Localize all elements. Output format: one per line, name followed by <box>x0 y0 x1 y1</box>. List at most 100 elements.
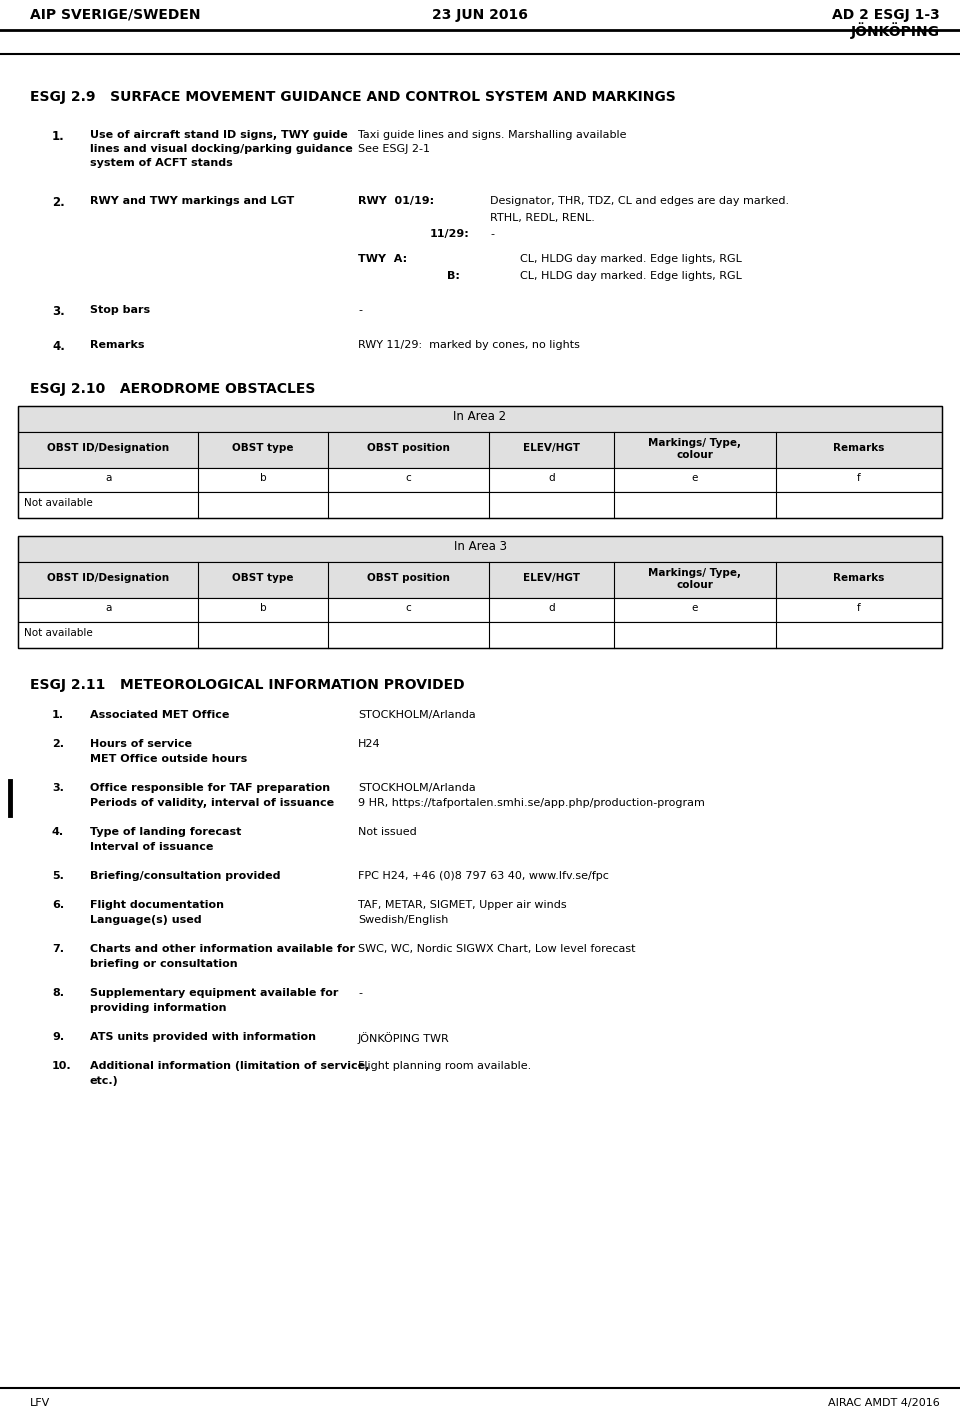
Text: Markings/ Type,: Markings/ Type, <box>648 568 741 578</box>
Text: OBST position: OBST position <box>367 573 450 583</box>
Text: Supplementary equipment available for: Supplementary equipment available for <box>90 988 338 998</box>
Text: Stop bars: Stop bars <box>90 305 150 315</box>
Text: Language(s) used: Language(s) used <box>90 915 202 925</box>
Text: LFV: LFV <box>30 1398 50 1408</box>
Text: c: c <box>405 473 411 483</box>
Text: CL, HLDG day marked. Edge lights, RGL: CL, HLDG day marked. Edge lights, RGL <box>520 254 742 264</box>
Text: 4.: 4. <box>52 827 64 837</box>
Text: OBST type: OBST type <box>232 443 294 453</box>
Text: Charts and other information available for: Charts and other information available f… <box>90 945 355 955</box>
Text: 4.: 4. <box>52 340 65 353</box>
Text: CL, HLDG day marked. Edge lights, RGL: CL, HLDG day marked. Edge lights, RGL <box>520 271 742 281</box>
Text: 9.: 9. <box>52 1032 64 1042</box>
Text: OBST position: OBST position <box>367 443 450 453</box>
Text: -: - <box>490 229 494 239</box>
Text: See ESGJ 2-1: See ESGJ 2-1 <box>358 144 430 154</box>
Text: a: a <box>105 473 111 483</box>
Bar <box>18 623 942 648</box>
Text: AIP SVERIGE/SWEDEN: AIP SVERIGE/SWEDEN <box>30 8 201 23</box>
Text: H24: H24 <box>358 738 380 748</box>
Text: Not issued: Not issued <box>358 827 417 837</box>
Text: Remarks: Remarks <box>90 340 145 350</box>
Text: -: - <box>358 988 362 998</box>
Text: colour: colour <box>677 580 713 590</box>
Text: Designator, THR, TDZ, CL and edges are day marked.: Designator, THR, TDZ, CL and edges are d… <box>490 196 789 206</box>
Text: STOCKHOLM/Arlanda: STOCKHOLM/Arlanda <box>358 784 476 794</box>
Bar <box>18 467 942 491</box>
Text: Flight documentation: Flight documentation <box>90 899 224 909</box>
Text: d: d <box>548 603 555 613</box>
Text: JÖNKÖPING: JÖNKÖPING <box>851 23 940 38</box>
Text: ESGJ 2.10   AERODROME OBSTACLES: ESGJ 2.10 AERODROME OBSTACLES <box>30 383 316 395</box>
Text: 1.: 1. <box>52 710 64 720</box>
Text: ESGJ 2.11   METEOROLOGICAL INFORMATION PROVIDED: ESGJ 2.11 METEOROLOGICAL INFORMATION PRO… <box>30 678 465 692</box>
Text: Not available: Not available <box>24 628 93 638</box>
Text: Remarks: Remarks <box>833 443 884 453</box>
Text: providing information: providing information <box>90 1003 227 1012</box>
Text: OBST ID/Designation: OBST ID/Designation <box>47 443 169 453</box>
Bar <box>18 537 942 562</box>
Text: Swedish/English: Swedish/English <box>358 915 448 925</box>
Text: briefing or consultation: briefing or consultation <box>90 959 238 969</box>
Bar <box>18 407 942 432</box>
Text: AIRAC AMDT 4/2016: AIRAC AMDT 4/2016 <box>828 1398 940 1408</box>
Text: Remarks: Remarks <box>833 573 884 583</box>
Text: 10.: 10. <box>52 1060 72 1070</box>
Text: Interval of issuance: Interval of issuance <box>90 842 213 851</box>
Bar <box>18 537 942 648</box>
Bar <box>18 407 942 518</box>
Text: a: a <box>105 603 111 613</box>
Text: 5.: 5. <box>52 871 64 881</box>
Text: e: e <box>691 603 698 613</box>
Text: Periods of validity, interval of issuance: Periods of validity, interval of issuanc… <box>90 798 334 808</box>
Text: ATS units provided with information: ATS units provided with information <box>90 1032 316 1042</box>
Text: Associated MET Office: Associated MET Office <box>90 710 229 720</box>
Text: SWC, WC, Nordic SIGWX Chart, Low level forecast: SWC, WC, Nordic SIGWX Chart, Low level f… <box>358 945 636 955</box>
Text: RWY  01/19:: RWY 01/19: <box>358 196 434 206</box>
Text: Hours of service: Hours of service <box>90 738 192 748</box>
Text: AD 2 ESGJ 1-3: AD 2 ESGJ 1-3 <box>832 8 940 23</box>
Bar <box>18 599 942 623</box>
Text: f: f <box>857 603 861 613</box>
Text: JÖNKÖPING TWR: JÖNKÖPING TWR <box>358 1032 449 1043</box>
Text: 1.: 1. <box>52 130 64 143</box>
Text: f: f <box>857 473 861 483</box>
Text: Taxi guide lines and signs. Marshalling available: Taxi guide lines and signs. Marshalling … <box>358 130 627 140</box>
Text: Markings/ Type,: Markings/ Type, <box>648 438 741 448</box>
Text: In Area 3: In Area 3 <box>453 539 507 552</box>
Text: In Area 2: In Area 2 <box>453 409 507 422</box>
Text: ELEV/HGT: ELEV/HGT <box>523 443 580 453</box>
Text: e: e <box>691 473 698 483</box>
Text: 6.: 6. <box>52 899 64 909</box>
Text: Use of aircraft stand ID signs, TWY guide: Use of aircraft stand ID signs, TWY guid… <box>90 130 348 140</box>
Text: 3.: 3. <box>52 784 64 794</box>
Text: ELEV/HGT: ELEV/HGT <box>523 573 580 583</box>
Text: 23 JUN 2016: 23 JUN 2016 <box>432 8 528 23</box>
Text: Additional information (limitation of service,: Additional information (limitation of se… <box>90 1060 370 1070</box>
Text: Briefing/consultation provided: Briefing/consultation provided <box>90 871 280 881</box>
Text: 3.: 3. <box>52 305 64 318</box>
Text: OBST type: OBST type <box>232 573 294 583</box>
Bar <box>18 562 942 599</box>
Text: TWY  A:: TWY A: <box>358 254 407 264</box>
Text: Office responsible for TAF preparation: Office responsible for TAF preparation <box>90 784 330 794</box>
Bar <box>18 491 942 518</box>
Text: 2.: 2. <box>52 196 64 209</box>
Text: -: - <box>358 305 362 315</box>
Text: STOCKHOLM/Arlanda: STOCKHOLM/Arlanda <box>358 710 476 720</box>
Text: 9 HR, https://tafportalen.smhi.se/app.php/production-program: 9 HR, https://tafportalen.smhi.se/app.ph… <box>358 798 705 808</box>
Text: 11/29:: 11/29: <box>430 229 469 239</box>
Text: b: b <box>259 603 266 613</box>
Text: RTHL, REDL, RENL.: RTHL, REDL, RENL. <box>490 213 595 223</box>
Text: Not available: Not available <box>24 498 93 508</box>
Text: b: b <box>259 473 266 483</box>
Text: d: d <box>548 473 555 483</box>
Text: lines and visual docking/parking guidance: lines and visual docking/parking guidanc… <box>90 144 352 154</box>
Text: MET Office outside hours: MET Office outside hours <box>90 754 248 764</box>
Text: FPC H24, +46 (0)8 797 63 40, www.lfv.se/fpc: FPC H24, +46 (0)8 797 63 40, www.lfv.se/… <box>358 871 609 881</box>
Text: system of ACFT stands: system of ACFT stands <box>90 158 232 168</box>
Text: etc.): etc.) <box>90 1076 119 1086</box>
Text: colour: colour <box>677 450 713 460</box>
Text: RWY 11/29:  marked by cones, no lights: RWY 11/29: marked by cones, no lights <box>358 340 580 350</box>
Bar <box>18 432 942 467</box>
